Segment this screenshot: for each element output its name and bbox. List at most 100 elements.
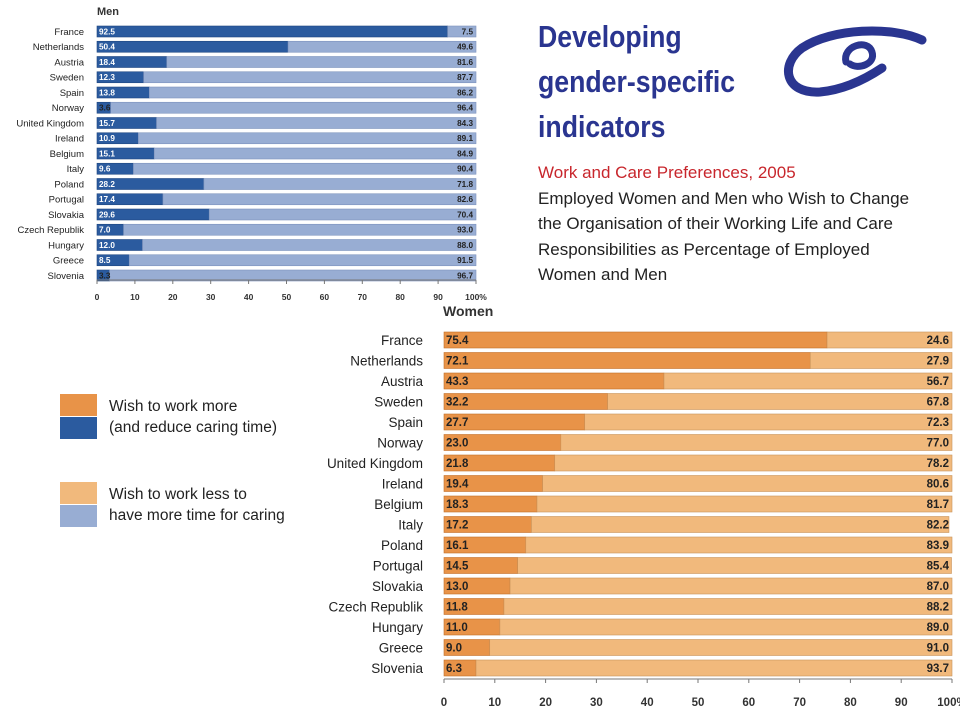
bar-row: Portugal 14.5 85.4 [373, 557, 952, 574]
category-label: Belgium [50, 149, 84, 160]
x-tick-label: 20 [168, 292, 178, 302]
category-label: Norway [377, 435, 423, 450]
category-label: United Kingdom [16, 118, 84, 129]
value-label-less: 27.9 [927, 356, 949, 368]
value-label-more: 28.2 [99, 180, 115, 189]
bar-segment-more [443, 352, 811, 369]
bar-segment-less [208, 208, 477, 221]
x-tick-label: 60 [742, 697, 755, 709]
bar-row: Poland 28.2 71.8 [54, 178, 477, 190]
bar-row: Ireland 19.4 80.6 [382, 475, 953, 492]
title-line-3: indicators [538, 109, 666, 144]
title-line-2: gender-specific [538, 64, 736, 99]
bar-row: France 92.5 7.5 [54, 25, 477, 38]
value-label-less: 56.7 [927, 376, 949, 388]
bar-segment-more [443, 393, 608, 410]
category-label: Italy [398, 517, 423, 532]
legend-swatch-men-less [60, 505, 97, 527]
value-label-more: 21.8 [446, 458, 469, 470]
value-label-more: 15.1 [99, 149, 115, 158]
bar-row: Czech Republik 11.8 88.2 [328, 598, 953, 615]
value-label-less: 88.0 [457, 241, 473, 250]
bar-row: Portugal 17.4 82.6 [49, 193, 477, 206]
category-label: Norway [52, 103, 84, 114]
bar-row: Sweden 12.3 87.7 [50, 71, 477, 84]
x-tick-label: 90 [895, 697, 908, 709]
bar-row: Spain 13.8 86.2 [60, 86, 477, 99]
value-label-less: 84.9 [457, 149, 473, 158]
bar-segment-more [96, 40, 289, 53]
category-label: Spain [388, 415, 423, 430]
x-tick-label: 50 [692, 697, 705, 709]
legend-label-work-more: Wish to work more (and reduce caring tim… [109, 398, 277, 436]
bar-segment-less [447, 25, 477, 38]
bar-row: Belgium 15.1 84.9 [50, 147, 477, 160]
bar-row: France 75.4 24.6 [381, 331, 953, 349]
value-label-less: 67.8 [927, 397, 950, 409]
bar-row: Netherlands 72.1 27.9 [350, 352, 953, 369]
value-label-less: 91.5 [457, 256, 473, 265]
bar-segment-less [109, 269, 477, 282]
category-label: Greece [379, 640, 423, 655]
value-label-less: 96.4 [457, 104, 473, 113]
bar-row: Italy 17.2 82.2 [398, 516, 950, 533]
bar-segment-less [560, 434, 953, 451]
category-label: Greece [53, 256, 84, 267]
bar-segment-less [128, 254, 477, 267]
value-label-less: 78.2 [927, 458, 949, 470]
value-label-more: 12.3 [99, 73, 115, 82]
bar-row: Ireland 10.9 89.1 [55, 132, 477, 145]
bar-segment-less [153, 147, 477, 160]
bar-row: Hungary 11.0 89.0 [372, 618, 953, 636]
legend: Wish to work more (and reduce caring tim… [60, 394, 320, 570]
bar-row: United Kingdom 15.7 84.3 [16, 117, 477, 129]
value-label-less: 87.0 [927, 581, 949, 593]
value-label-less: 84.3 [457, 119, 473, 128]
bar-row: Czech Republik 7.0 93.0 [17, 223, 477, 236]
category-label: Hungary [372, 620, 423, 635]
bar-row: Austria 18.4 81.6 [54, 56, 477, 68]
bar-row: Greece 9.0 91.0 [379, 639, 953, 656]
category-label: Slovakia [48, 210, 85, 221]
x-tick-label: 10 [488, 697, 501, 709]
bar-row: Norway 3.6 96.4 [52, 101, 477, 114]
category-label: Sweden [374, 394, 423, 409]
value-label-more: 43.3 [446, 376, 468, 388]
value-label-more: 10.9 [99, 134, 115, 143]
bar-segment-less [607, 393, 953, 410]
category-label: Spain [60, 88, 84, 99]
bar-segment-less [499, 618, 953, 636]
subtitle: Work and Care Preferences, 2005 [538, 163, 796, 182]
value-label-more: 3.6 [99, 104, 111, 113]
value-label-more: 18.3 [446, 499, 468, 511]
value-label-less: 71.8 [457, 180, 473, 189]
bar-segment-less [166, 56, 477, 68]
category-label: Czech Republik [328, 599, 423, 614]
chart-title: Men [97, 6, 119, 18]
bar-row: Norway 23.0 77.0 [377, 434, 953, 451]
bar-segment-less [542, 475, 953, 492]
value-label-less: 93.0 [457, 226, 473, 235]
category-label: Poland [54, 179, 84, 190]
category-label: Czech Republik [17, 225, 84, 236]
title-block: Developing gender-specific indicators [538, 14, 778, 149]
category-label: Slovakia [372, 579, 424, 594]
bar-row: Slovakia 29.6 70.4 [48, 208, 477, 221]
value-label-more: 11.8 [446, 602, 468, 614]
category-label: Ireland [55, 134, 84, 145]
bar-row: Poland 16.1 83.9 [381, 536, 953, 554]
category-label: Sweden [50, 73, 84, 84]
bar-row: Slovenia 6.3 93.7 [371, 659, 953, 677]
value-label-less: 90.4 [457, 165, 473, 174]
category-label: Slovenia [371, 661, 423, 676]
x-tick-label: 70 [358, 292, 368, 302]
x-tick-label: 80 [395, 292, 405, 302]
bar-segment-more [443, 372, 665, 390]
value-label-more: 50.4 [99, 43, 115, 52]
value-label-less: 91.0 [927, 643, 949, 655]
legend-swatch-women-more [60, 394, 97, 416]
x-tick-label: 30 [206, 292, 216, 302]
x-tick-label: 50 [282, 292, 292, 302]
category-label: Ireland [382, 476, 423, 491]
